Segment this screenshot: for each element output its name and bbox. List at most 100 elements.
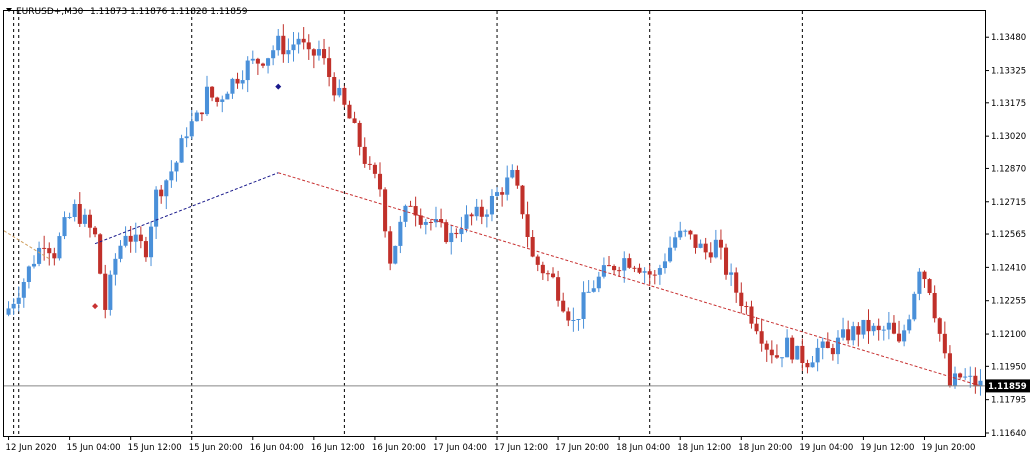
candle-body: [622, 258, 627, 271]
candle-body: [769, 349, 774, 356]
marker-layer: [92, 83, 282, 310]
candle-body: [215, 97, 220, 102]
candle: [444, 219, 449, 244]
candle: [311, 48, 316, 69]
candle-body: [230, 78, 235, 94]
candle: [881, 325, 886, 341]
candle: [484, 209, 489, 228]
candle: [260, 62, 266, 69]
candle-body: [87, 214, 92, 228]
y-tick-label: 1.13325: [991, 67, 1026, 77]
candle: [774, 344, 779, 359]
candle: [968, 366, 973, 388]
candle-body: [968, 375, 973, 377]
candle: [332, 72, 337, 102]
candle-body: [703, 243, 708, 253]
candle-body: [841, 329, 846, 338]
candle: [225, 91, 230, 100]
candle: [698, 239, 703, 249]
candle: [77, 192, 82, 227]
candle: [662, 253, 668, 274]
candle-body: [372, 164, 377, 174]
candle-body: [439, 219, 444, 223]
candle: [779, 357, 785, 368]
candle-body: [276, 35, 281, 51]
y-tick-label: 1.11640: [991, 429, 1026, 439]
candle-body: [754, 323, 759, 332]
candle-body: [383, 189, 388, 232]
candle-body: [897, 333, 902, 342]
candle: [668, 236, 673, 263]
candle-body: [642, 271, 647, 273]
candle: [52, 247, 57, 266]
candle: [535, 254, 540, 272]
candle: [367, 156, 372, 170]
candle-body: [321, 49, 327, 59]
candle-body: [586, 291, 591, 293]
candle: [87, 209, 92, 238]
candle: [973, 367, 978, 394]
candle: [642, 267, 647, 284]
candle: [759, 318, 764, 352]
candle-body: [596, 276, 601, 289]
candle: [215, 96, 220, 107]
candle-body: [357, 122, 362, 147]
x-tick-label: 19 Jun 12:00: [860, 443, 914, 453]
candle: [810, 355, 815, 368]
candle: [749, 300, 754, 329]
candle-body: [500, 192, 505, 195]
candle-body: [393, 245, 398, 264]
candle-body: [16, 297, 21, 304]
candle: [744, 301, 749, 315]
y-tick-label: 1.12255: [991, 297, 1026, 307]
candle: [266, 57, 271, 74]
candle: [678, 221, 683, 240]
candle: [718, 229, 723, 260]
candle-body: [520, 185, 525, 215]
candle: [754, 316, 759, 335]
candle: [250, 50, 255, 65]
candle: [835, 330, 841, 365]
candle-body: [260, 63, 266, 66]
candle: [606, 256, 612, 267]
candle: [449, 225, 454, 255]
candle-body: [418, 215, 423, 225]
symbol-label: EURUSD+,M30: [16, 7, 84, 17]
candle: [383, 187, 388, 238]
candle-body: [495, 192, 500, 196]
dropdown-triangle-icon[interactable]: [6, 8, 12, 12]
candle-body: [388, 231, 393, 264]
candle-body: [26, 266, 31, 283]
candle: [372, 162, 377, 179]
trend-line: [3, 230, 50, 260]
candle-body: [82, 214, 87, 224]
candle-body: [37, 247, 42, 264]
candle-body: [912, 293, 917, 320]
candle: [377, 162, 383, 197]
candle: [11, 298, 16, 315]
candle: [42, 235, 47, 261]
candle: [31, 255, 37, 269]
candle-body: [479, 206, 484, 217]
candle: [612, 264, 617, 275]
candle-body: [632, 267, 637, 269]
candle-body: [31, 263, 37, 267]
candle: [861, 319, 866, 339]
candle: [474, 198, 479, 221]
candle-body: [973, 375, 978, 387]
x-tick-label: 12 Jun 2020: [6, 443, 57, 453]
candle-body: [133, 234, 138, 242]
candle-body: [398, 221, 403, 246]
candle-body: [861, 319, 866, 335]
candle: [591, 280, 596, 293]
candle: [240, 70, 245, 90]
candle: [128, 226, 133, 253]
candle: [159, 184, 164, 204]
candle-body: [184, 136, 189, 139]
candle-body: [286, 50, 291, 55]
candle: [723, 243, 729, 280]
candle: [871, 323, 876, 336]
candle: [82, 208, 87, 227]
y-tick-label: 1.12715: [991, 198, 1026, 208]
candle-body: [154, 189, 159, 227]
